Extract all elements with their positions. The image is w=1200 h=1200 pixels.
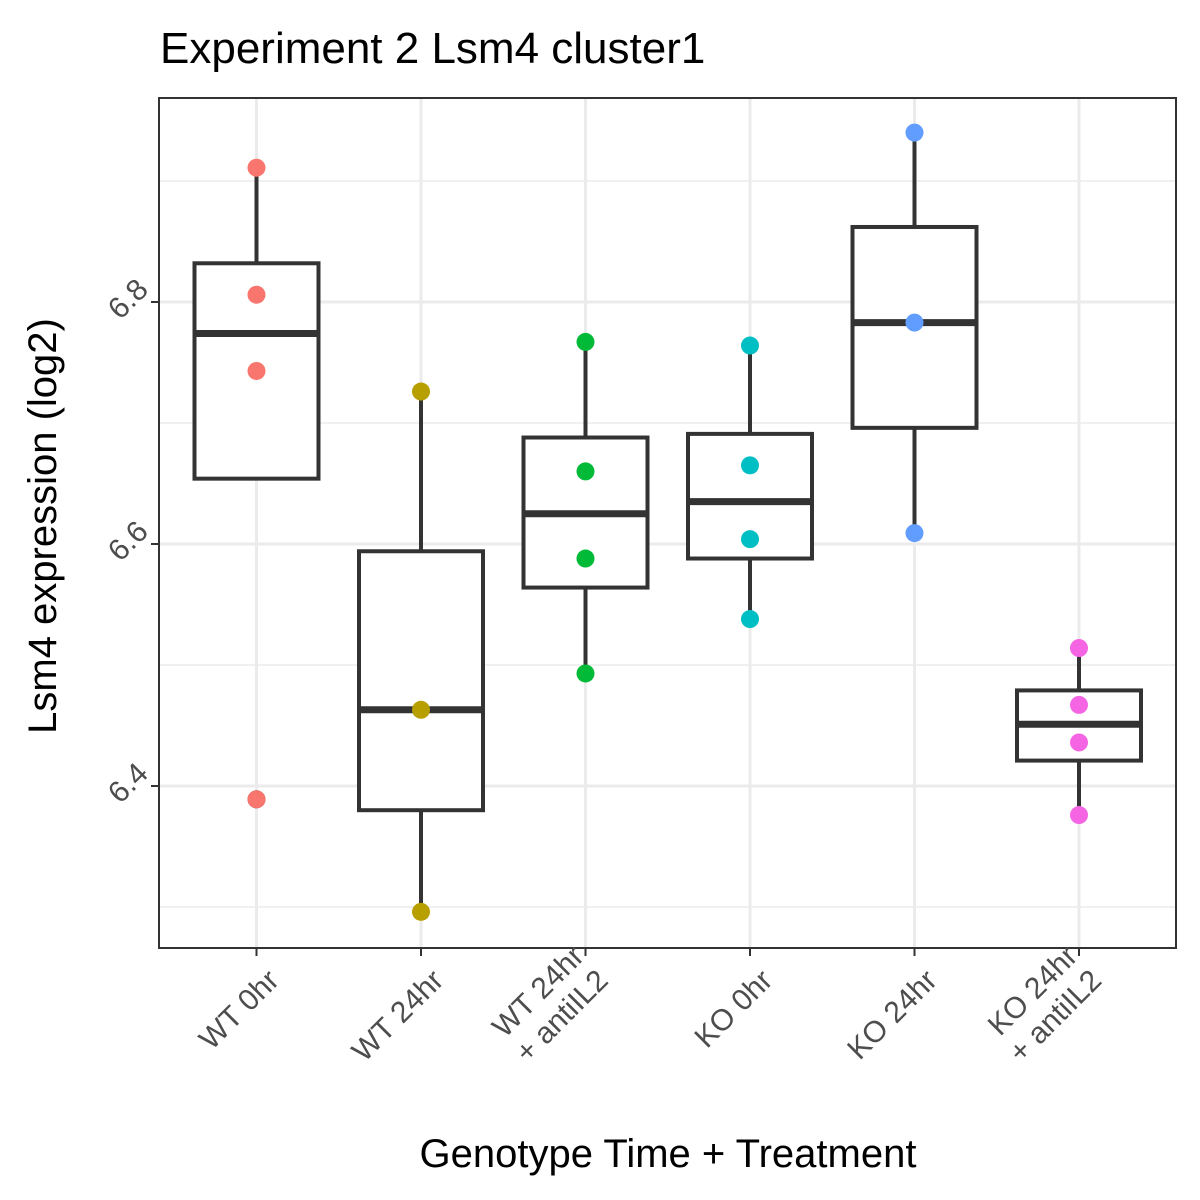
data-point xyxy=(247,361,266,380)
data-point xyxy=(412,382,430,401)
y-axis-title: Lsm4 expression (log2) xyxy=(21,318,65,734)
data-point xyxy=(1070,733,1088,752)
data-point xyxy=(905,313,924,332)
data-point xyxy=(412,902,430,921)
data-point xyxy=(247,158,266,177)
box-group xyxy=(357,391,485,912)
data-point xyxy=(576,332,595,351)
data-point xyxy=(1070,695,1088,714)
box-iqr xyxy=(357,549,485,813)
plot-panel-border xyxy=(158,97,1177,949)
data-point xyxy=(576,462,595,481)
data-points xyxy=(247,123,1088,921)
data-point xyxy=(741,336,759,355)
data-point xyxy=(1070,806,1088,825)
data-point xyxy=(905,524,924,543)
box-group xyxy=(686,345,814,620)
data-point xyxy=(247,285,266,304)
chart-title: Experiment 2 Lsm4 cluster1 xyxy=(160,24,705,73)
box-iqr xyxy=(686,431,814,561)
x-axis-title: Genotype Time + Treatment xyxy=(420,1132,917,1176)
data-point xyxy=(905,123,924,142)
data-point xyxy=(741,456,759,475)
data-point xyxy=(576,664,595,683)
data-point xyxy=(741,610,759,629)
data-point xyxy=(412,700,430,719)
data-point xyxy=(1070,639,1088,658)
data-point xyxy=(741,530,759,549)
data-point xyxy=(576,549,595,568)
data-point xyxy=(247,790,266,809)
